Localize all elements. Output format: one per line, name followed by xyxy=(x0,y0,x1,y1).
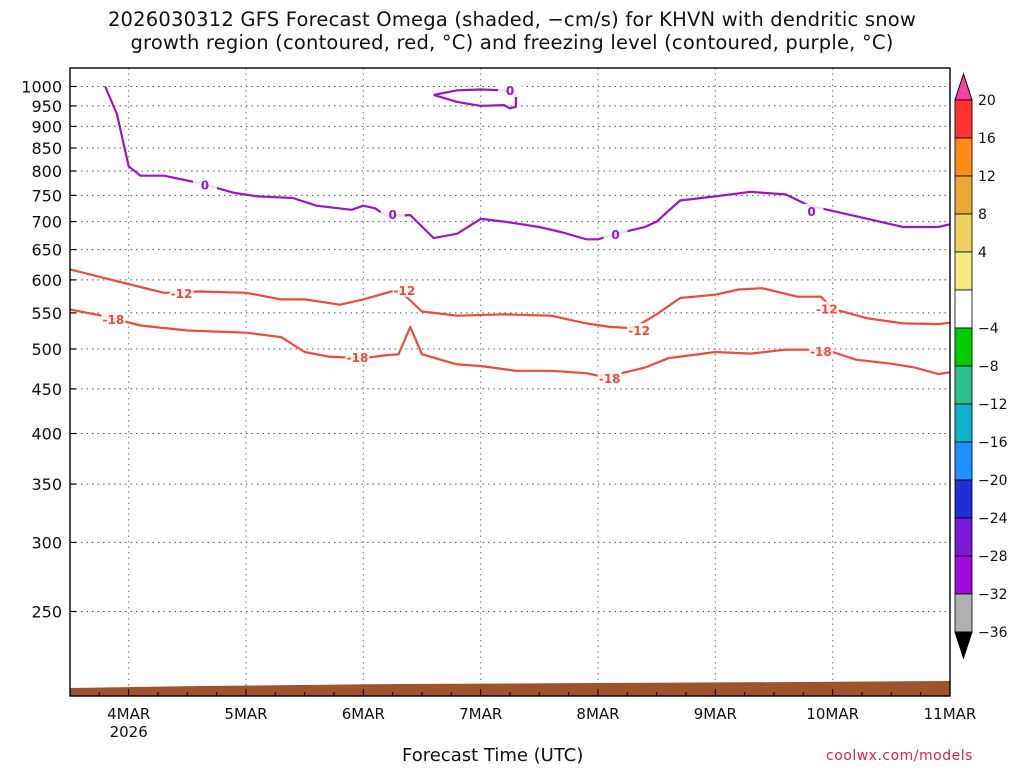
colorbar-label: 12 xyxy=(978,169,996,185)
y-tick-label: 250 xyxy=(31,603,62,622)
x-tick-label: 8MAR xyxy=(576,705,619,723)
x-tick-sublabel: 2026 xyxy=(110,723,148,741)
x-tick-label: 10MAR xyxy=(806,705,859,723)
y-tick-label: 550 xyxy=(31,304,62,323)
y-tick-label: 300 xyxy=(31,533,62,552)
contour-label-bg xyxy=(101,311,126,326)
x-tick-label: 11MAR xyxy=(924,705,977,723)
colorbar-top-arrow xyxy=(954,72,973,101)
colorbar-label: 20 xyxy=(978,93,996,109)
colorbar-swatch xyxy=(954,593,973,633)
contour-label: -18 xyxy=(347,351,369,365)
y-tick-label: 1000 xyxy=(21,78,62,97)
x-tick-label: 7MAR xyxy=(459,705,502,723)
contour-label-bg xyxy=(627,323,652,338)
contour-label: -12 xyxy=(628,324,650,338)
chart-title: 2026030312 GFS Forecast Omega (shaded, −… xyxy=(0,8,1024,54)
chart-title-line-1: 2026030312 GFS Forecast Omega (shaded, −… xyxy=(107,8,917,31)
contour-label: -12 xyxy=(816,303,838,317)
x-tick-label: 4MAR xyxy=(107,705,150,723)
contour-label-bg xyxy=(808,344,833,358)
contour-label-bg xyxy=(603,226,628,241)
y-tick-label: 350 xyxy=(31,475,62,494)
y-tick-label: 500 xyxy=(31,340,62,359)
x-axis-label: Forecast Time (UTC) xyxy=(402,745,584,766)
y-tick-label: 650 xyxy=(31,241,62,260)
y-tick-label: 950 xyxy=(31,97,62,116)
contour-label: -12 xyxy=(171,287,193,301)
colorbar-swatch xyxy=(954,441,973,481)
contour-label: 0 xyxy=(201,179,209,193)
contour-label: 0 xyxy=(611,228,619,242)
contour-label: -18 xyxy=(103,313,125,327)
colorbar-swatch xyxy=(954,327,973,367)
colorbar-label: 8 xyxy=(978,207,987,223)
y-tick-label: 800 xyxy=(31,162,62,181)
y-tick-label: 450 xyxy=(31,380,62,399)
contour-label-bg xyxy=(799,203,824,218)
contour-line xyxy=(104,86,950,241)
colorbar-swatch xyxy=(954,213,973,253)
colorbar-label: −8 xyxy=(978,359,999,375)
colorbar-label: −36 xyxy=(978,625,1008,641)
contour-label: -18 xyxy=(810,345,832,359)
x-tick-label: 6MAR xyxy=(342,705,385,723)
y-tick-label: 400 xyxy=(31,425,62,444)
colorbar-swatch xyxy=(954,99,973,139)
colorbar-bottom-arrow xyxy=(954,631,973,660)
contour-label: -18 xyxy=(599,372,621,386)
contour-label-bg xyxy=(192,177,217,192)
y-axis: 250 300 350 400 450 500 550 600 650 700 750 800 850 9… xyxy=(21,78,76,622)
contour-label: -12 xyxy=(394,284,416,298)
contour-label-bg xyxy=(814,301,839,316)
site-credit: coolwx.com/models xyxy=(826,748,973,764)
colorbar-legend: 20 16 12 8 4 −4 −8 −12 −16 −20 −24 −28 −32 −36 xyxy=(954,72,1008,660)
colorbar-swatch xyxy=(954,403,973,443)
colorbar-swatch xyxy=(954,289,973,329)
colorbar-label: −16 xyxy=(978,435,1008,451)
contour-label: 0 xyxy=(506,84,514,98)
colorbar-label: −4 xyxy=(978,321,999,337)
contour-label-bg xyxy=(345,350,370,365)
y-tick-label: 700 xyxy=(31,213,62,232)
colorbar-label: −28 xyxy=(978,549,1008,565)
temperature-contours: -18 -18 -18 -18 -12 -12 -12 -12 0 0 0 0 0 xyxy=(70,83,950,386)
colorbar-swatch xyxy=(954,175,973,215)
terrain-band xyxy=(70,681,950,696)
contour-label-bg xyxy=(498,83,522,97)
colorbar-swatch xyxy=(954,137,973,177)
colorbar-swatch xyxy=(954,479,973,519)
contour-label-bg xyxy=(169,286,194,301)
x-tick-label: 5MAR xyxy=(224,705,267,723)
plot-area xyxy=(70,68,950,696)
colorbar-label: 4 xyxy=(978,245,987,261)
contour-label: 0 xyxy=(807,205,815,219)
contour-line xyxy=(433,88,517,110)
contour-label: 0 xyxy=(389,208,397,222)
contour-label-bg xyxy=(380,207,405,222)
colorbar-label: 16 xyxy=(978,131,996,147)
colorbar-swatch xyxy=(954,365,973,405)
chart-title-line-2: growth region (contoured, red, °C) and f… xyxy=(130,31,894,54)
y-tick-label: 900 xyxy=(31,117,62,136)
contour-label-bg xyxy=(392,282,417,297)
y-tick-label: 600 xyxy=(31,271,62,290)
contour-label-bg xyxy=(597,370,622,385)
contour-line xyxy=(70,268,950,330)
colorbar-label: −20 xyxy=(978,473,1008,489)
colorbar-label: −12 xyxy=(978,397,1008,413)
y-tick-label: 850 xyxy=(31,139,62,158)
x-tick-label: 9MAR xyxy=(694,705,737,723)
colorbar-swatch xyxy=(954,517,973,557)
colorbar-swatch xyxy=(954,251,973,291)
colorbar-label: −24 xyxy=(978,511,1008,527)
colorbar-label: −32 xyxy=(978,587,1008,603)
y-tick-label: 750 xyxy=(31,186,62,205)
colorbar-swatch xyxy=(954,555,973,595)
